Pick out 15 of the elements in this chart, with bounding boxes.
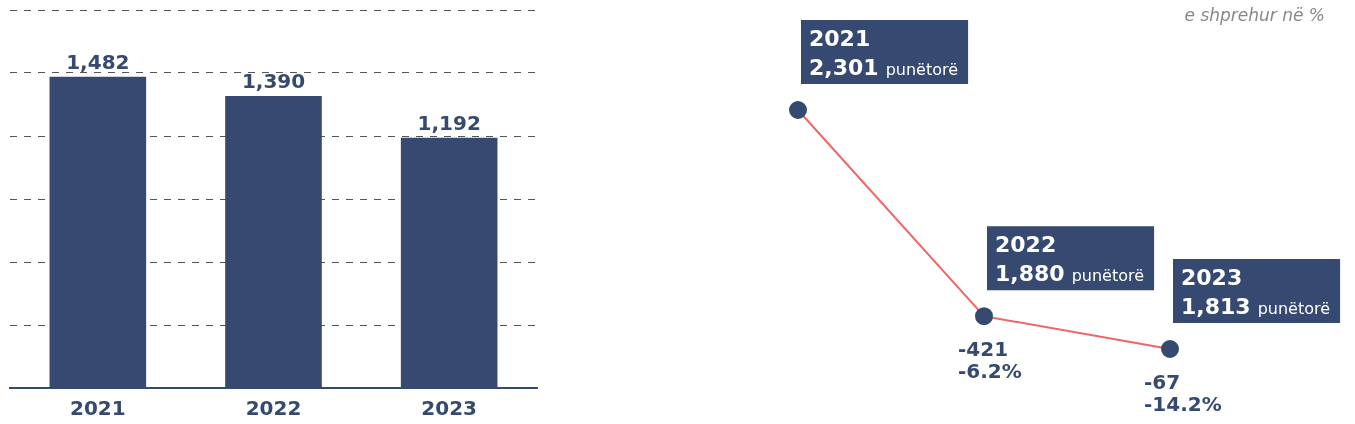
x-tick-label: 2021 xyxy=(70,396,126,421)
chart-subtitle: e shprehur në % xyxy=(1184,4,1325,25)
data-label: 1,880 punëtorë xyxy=(995,261,1145,287)
data-label: 1,813 punëtorë xyxy=(1181,294,1331,319)
annotation: -421 -6.2% xyxy=(958,337,1022,384)
x-tick-label: 2022 xyxy=(245,396,302,421)
annotation: 2022 xyxy=(995,232,1057,258)
annotation: -67 -14.2% xyxy=(1144,370,1222,416)
data-label: 1,482 xyxy=(66,49,130,74)
x-tick-label: 2023 xyxy=(421,396,477,421)
text: 2021 xyxy=(809,26,871,51)
data-label: 2,301 punëtorë xyxy=(809,55,959,80)
data-label: 1,192 xyxy=(417,110,481,135)
data-label: 1,390 xyxy=(241,69,306,94)
annotation: 2023 xyxy=(1181,265,1243,290)
